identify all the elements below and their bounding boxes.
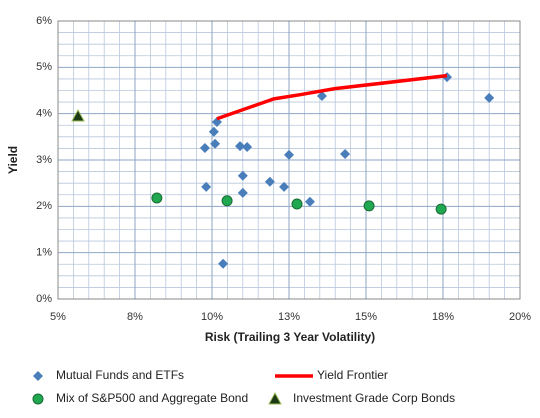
diamond-point [235, 141, 246, 152]
x-tick-label: 18% [432, 311, 454, 323]
x-tick-label: 10% [201, 311, 223, 323]
y-tick-label: 1% [36, 247, 52, 259]
x-tick-label: 8% [127, 311, 143, 323]
diamond-point [340, 148, 351, 159]
circle-point [363, 200, 375, 212]
y-tick-label: 5% [36, 61, 52, 73]
diamond-point [208, 126, 219, 137]
diamond-point [264, 176, 275, 187]
diamond-point [284, 149, 294, 160]
diamond-point [199, 142, 210, 153]
diamond-point [218, 258, 229, 269]
x-tick-label: 13% [278, 311, 300, 323]
x-tick-label: 5% [50, 311, 66, 323]
legend-marker [268, 391, 282, 405]
legend-marker [32, 393, 44, 405]
circle-point [291, 198, 303, 210]
legend-text: Investment Grade Corp Bonds [293, 391, 455, 405]
diamond-point [237, 187, 248, 198]
legend-text: Mix of S&P500 and Aggregate Bond [56, 391, 248, 405]
diamond-point [201, 181, 212, 192]
diamond-point [210, 138, 221, 149]
diamond-point [484, 92, 495, 103]
circle-point [435, 203, 447, 215]
diamond-point [237, 170, 248, 181]
circle-point [221, 195, 233, 207]
diamond-point [279, 181, 290, 192]
legend-marker [33, 371, 43, 381]
y-tick-label: 3% [36, 154, 52, 166]
diamond-point [242, 142, 253, 153]
y-tick-label: 4% [36, 108, 52, 120]
y-axis-title: Yield [6, 146, 20, 174]
triangle-point [71, 108, 85, 122]
plot-border [57, 20, 521, 300]
legend-text: Yield Frontier [317, 368, 388, 382]
x-tick-label: 15% [355, 311, 377, 323]
y-tick-label: 6% [36, 15, 52, 27]
y-tick-label: 0% [36, 293, 52, 305]
y-tick-label: 2% [36, 200, 52, 212]
circle-point [151, 192, 163, 204]
diamond-point [316, 91, 327, 102]
diamond-point [304, 196, 315, 207]
x-axis-title: Risk (Trailing 3 Year Volatility) [205, 330, 375, 344]
x-tick-label: 20% [509, 311, 531, 323]
frontier-line [216, 73, 448, 121]
legend-text: Mutual Funds and ETFs [56, 368, 184, 382]
